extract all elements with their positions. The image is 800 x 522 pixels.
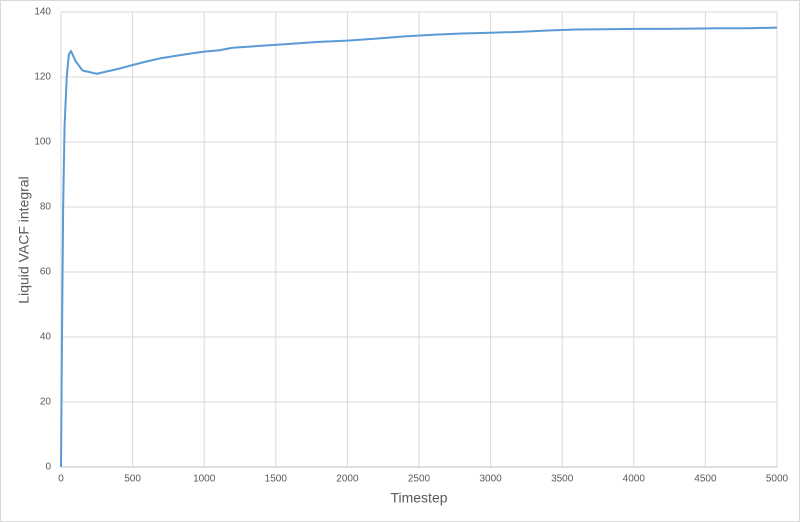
x-tick-label: 0: [58, 474, 64, 485]
x-tick-label: 1000: [193, 474, 216, 485]
y-tick-label: 80: [40, 202, 52, 213]
y-tick-label: 100: [34, 137, 51, 148]
y-tick-label: 120: [34, 72, 51, 83]
data-line: [60, 26, 778, 468]
x-tick-label: 3500: [551, 474, 574, 485]
x-tick-label: 4500: [694, 474, 717, 485]
y-tick-label: 20: [40, 397, 52, 408]
y-axis-title: Liquid VACF integral: [16, 176, 32, 303]
x-tick-label: 2000: [336, 474, 359, 485]
x-tick-label: 5000: [766, 474, 789, 485]
y-tick-label: 140: [34, 7, 51, 18]
y-tick-label: 60: [40, 267, 52, 278]
x-tick-label: 2500: [408, 474, 431, 485]
x-tick-label: 1500: [265, 474, 288, 485]
x-tick-label: 4000: [623, 474, 646, 485]
y-tick-label: 40: [40, 332, 52, 343]
y-tick-label: 0: [45, 462, 51, 473]
x-axis-title: Timestep: [390, 490, 447, 506]
x-tick-label: 3000: [479, 474, 502, 485]
x-tick-label: 500: [124, 474, 141, 485]
